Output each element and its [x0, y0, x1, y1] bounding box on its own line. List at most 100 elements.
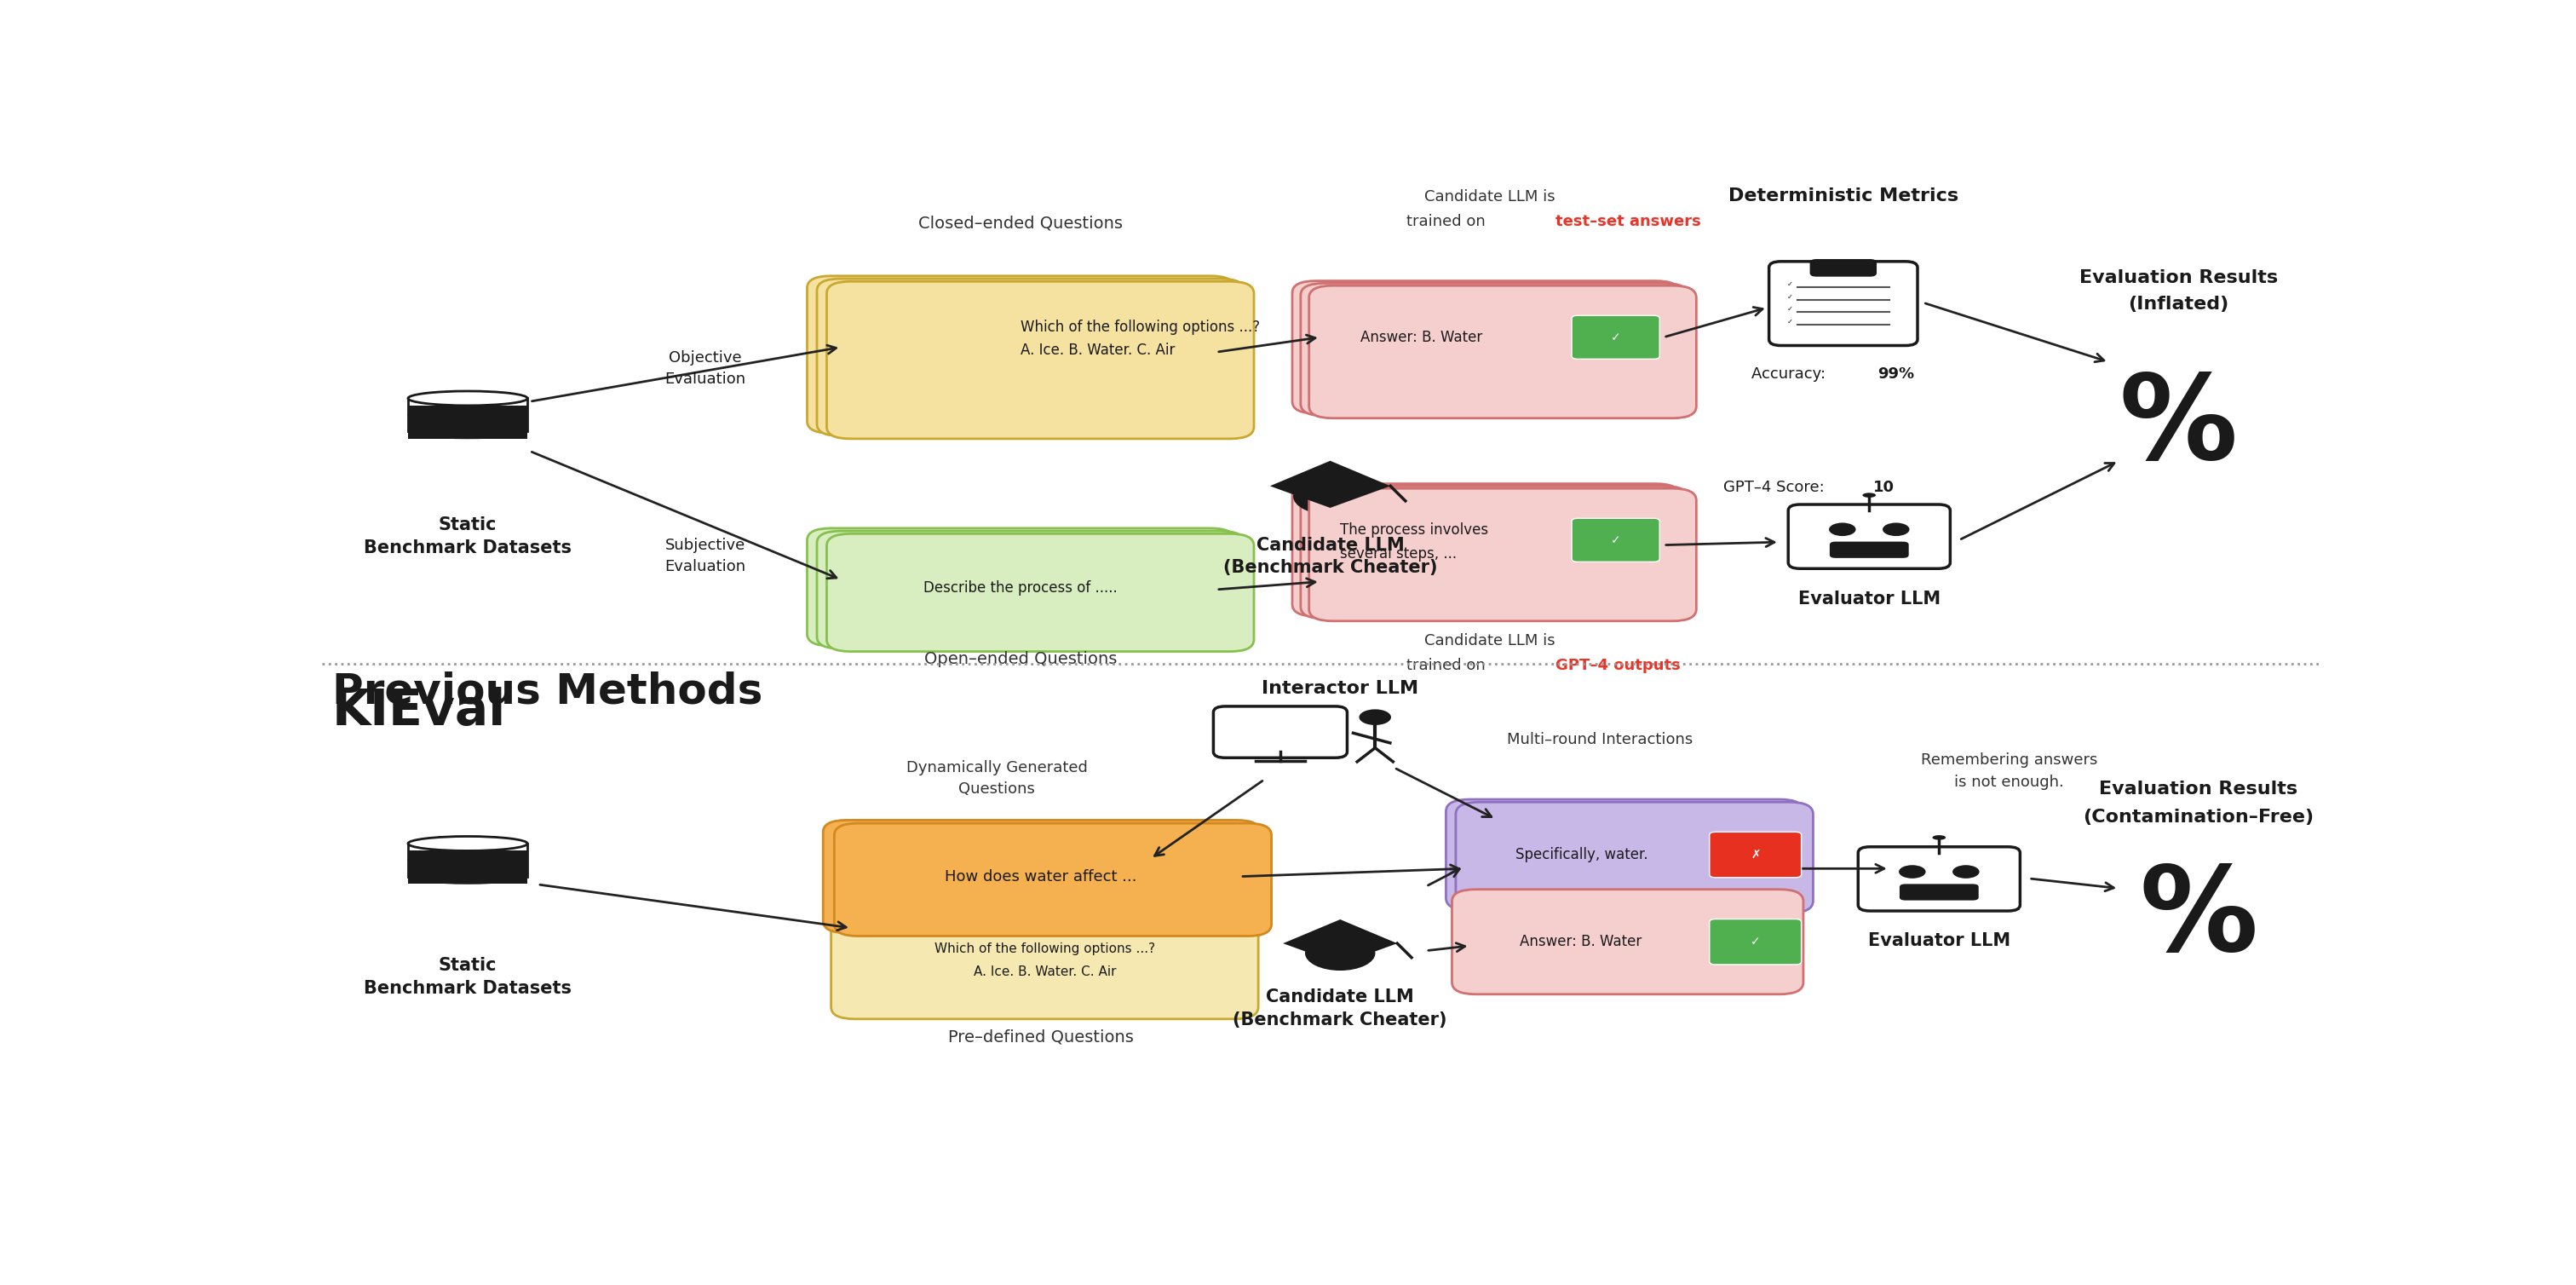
Text: Deterministic Metrics: Deterministic Metrics	[1728, 188, 1958, 204]
Text: Evaluation Results: Evaluation Results	[2099, 781, 2298, 798]
Circle shape	[1306, 935, 1376, 970]
FancyBboxPatch shape	[1455, 802, 1814, 912]
Text: Answer: B. Water: Answer: B. Water	[1360, 329, 1481, 344]
FancyBboxPatch shape	[1301, 486, 1687, 618]
Text: %: %	[2120, 369, 2239, 484]
FancyBboxPatch shape	[817, 279, 1244, 436]
FancyBboxPatch shape	[806, 276, 1234, 433]
FancyBboxPatch shape	[1571, 316, 1659, 359]
Circle shape	[1899, 865, 1927, 879]
Text: Candidate LLM: Candidate LLM	[1257, 537, 1404, 554]
Text: 10: 10	[1873, 481, 1893, 495]
Text: A. Ice. B. Water. C. Air: A. Ice. B. Water. C. Air	[1020, 342, 1175, 357]
Text: Subjective: Subjective	[665, 537, 744, 553]
Text: ✓: ✓	[1788, 280, 1793, 288]
Text: Questions: Questions	[958, 781, 1036, 797]
Text: Candidate LLM is: Candidate LLM is	[1425, 634, 1556, 649]
Text: A. Ice. B. Water. C. Air: A. Ice. B. Water. C. Air	[974, 965, 1115, 978]
Ellipse shape	[1862, 493, 1875, 497]
Text: Dynamically Generated: Dynamically Generated	[907, 759, 1087, 775]
Circle shape	[1293, 478, 1368, 515]
Ellipse shape	[407, 407, 528, 421]
Ellipse shape	[407, 424, 528, 438]
Text: Accuracy:: Accuracy:	[1752, 366, 1832, 382]
FancyBboxPatch shape	[817, 531, 1244, 649]
Text: is not enough.: is not enough.	[1955, 775, 2063, 790]
Text: Objective: Objective	[670, 351, 742, 366]
FancyBboxPatch shape	[1770, 261, 1917, 346]
Text: Previous Methods: Previous Methods	[332, 671, 762, 712]
Polygon shape	[407, 851, 528, 867]
Ellipse shape	[407, 391, 528, 406]
Text: Which of the following options ...?: Which of the following options ...?	[1020, 320, 1260, 335]
Circle shape	[1360, 709, 1391, 725]
Polygon shape	[1283, 920, 1396, 964]
Text: Open–ended Questions: Open–ended Questions	[925, 650, 1118, 667]
Text: Evaluator LLM: Evaluator LLM	[1868, 933, 2009, 950]
Text: Evaluation Results: Evaluation Results	[2079, 270, 2277, 287]
FancyBboxPatch shape	[1857, 847, 2020, 911]
Ellipse shape	[407, 391, 528, 406]
Text: test–set answers: test–set answers	[1556, 213, 1700, 229]
Text: Benchmark Datasets: Benchmark Datasets	[363, 979, 572, 997]
Text: ✓: ✓	[1752, 935, 1759, 948]
FancyBboxPatch shape	[1571, 518, 1659, 562]
Text: Describe the process of .....: Describe the process of .....	[925, 580, 1118, 595]
Text: (Inflated): (Inflated)	[2128, 296, 2228, 314]
FancyBboxPatch shape	[1213, 707, 1347, 758]
FancyBboxPatch shape	[1301, 283, 1687, 416]
FancyBboxPatch shape	[1811, 260, 1875, 276]
FancyBboxPatch shape	[1899, 884, 1978, 901]
Text: ✓: ✓	[1610, 535, 1620, 546]
Polygon shape	[1270, 461, 1391, 508]
Text: GPT–4 outputs: GPT–4 outputs	[1556, 658, 1680, 673]
FancyBboxPatch shape	[827, 533, 1255, 651]
Polygon shape	[407, 421, 528, 438]
Text: ✗: ✗	[1752, 849, 1759, 861]
FancyBboxPatch shape	[1309, 285, 1698, 418]
Text: Closed–ended Questions: Closed–ended Questions	[920, 216, 1123, 231]
Circle shape	[1829, 523, 1855, 536]
Text: ✓: ✓	[1788, 306, 1793, 314]
FancyBboxPatch shape	[1309, 488, 1698, 621]
FancyBboxPatch shape	[832, 906, 1257, 1019]
FancyBboxPatch shape	[806, 528, 1234, 646]
Text: trained on: trained on	[1406, 213, 1489, 229]
Text: Benchmark Datasets: Benchmark Datasets	[363, 540, 572, 556]
Text: several steps, ...: several steps, ...	[1340, 546, 1458, 562]
FancyBboxPatch shape	[827, 281, 1255, 438]
FancyBboxPatch shape	[824, 820, 1260, 933]
Text: Specifically, water.: Specifically, water.	[1515, 847, 1649, 862]
FancyBboxPatch shape	[1710, 831, 1801, 878]
Text: Candidate LLM: Candidate LLM	[1267, 988, 1414, 1006]
Polygon shape	[407, 867, 528, 884]
FancyBboxPatch shape	[835, 824, 1273, 935]
FancyBboxPatch shape	[1829, 542, 1909, 558]
Text: KIEval: KIEval	[332, 686, 505, 735]
Text: The process involves: The process involves	[1340, 523, 1489, 538]
Polygon shape	[407, 406, 528, 421]
FancyBboxPatch shape	[1293, 483, 1680, 617]
Text: ✓: ✓	[1788, 293, 1793, 301]
Ellipse shape	[407, 837, 528, 851]
Ellipse shape	[407, 837, 528, 851]
Text: Static: Static	[438, 517, 497, 533]
FancyBboxPatch shape	[1293, 281, 1680, 414]
Text: Candidate LLM is: Candidate LLM is	[1425, 189, 1556, 204]
Text: (Benchmark Cheater): (Benchmark Cheater)	[1224, 559, 1437, 576]
Text: 99%: 99%	[1878, 366, 1914, 382]
Circle shape	[1953, 865, 1978, 879]
Text: Remembering answers: Remembering answers	[1922, 752, 2097, 767]
Text: (Benchmark Cheater): (Benchmark Cheater)	[1234, 1011, 1448, 1028]
Text: How does water affect ...: How does water affect ...	[945, 869, 1136, 884]
Text: ✓: ✓	[1610, 332, 1620, 343]
Text: ✓: ✓	[1788, 317, 1793, 325]
Text: Evaluator LLM: Evaluator LLM	[1798, 591, 1940, 608]
Text: Multi–round Interactions: Multi–round Interactions	[1507, 732, 1692, 748]
Text: GPT–4 Score:: GPT–4 Score:	[1723, 481, 1829, 495]
Text: Evaluation: Evaluation	[665, 371, 747, 387]
FancyBboxPatch shape	[1445, 799, 1803, 910]
FancyBboxPatch shape	[1788, 505, 1950, 568]
Text: Pre–defined Questions: Pre–defined Questions	[948, 1029, 1133, 1045]
Text: Which of the following options ...?: Which of the following options ...?	[935, 942, 1154, 955]
